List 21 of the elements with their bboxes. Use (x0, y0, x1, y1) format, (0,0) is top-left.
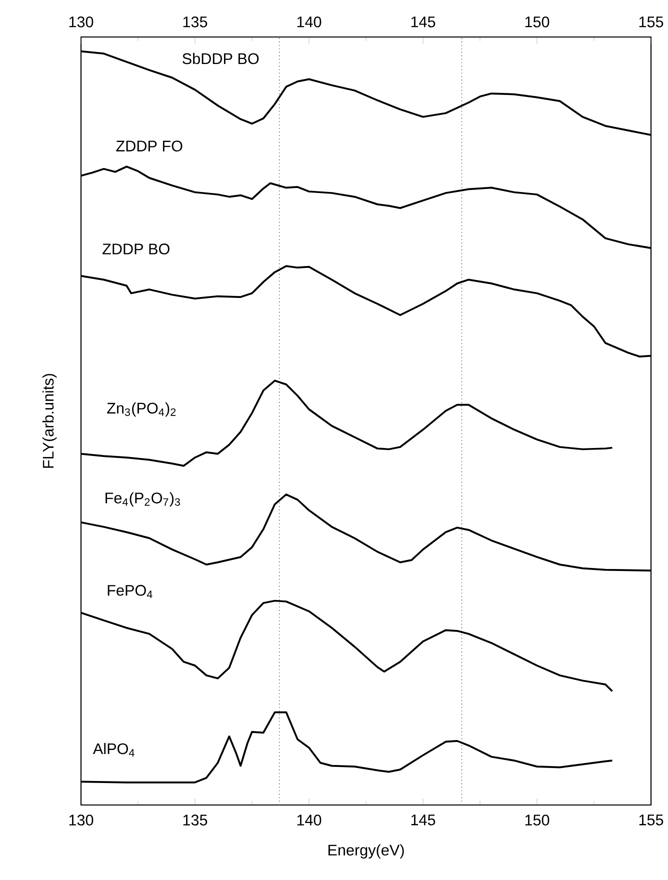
x-tick-label: 145 (411, 814, 436, 826)
series-label: SbDDP BO (182, 52, 259, 64)
y-axis-title: FLY(arb.units) (42, 374, 57, 468)
x2-tick-label: 130 (69, 16, 94, 28)
x2-tick-label: 145 (411, 16, 436, 28)
x-tick-label: 140 (297, 814, 322, 826)
x-tick-label: 130 (69, 814, 94, 826)
x2-tick-label: 150 (525, 16, 550, 28)
x-axis-title: Energy(eV) (328, 844, 404, 859)
x2-tick-label: 135 (183, 16, 208, 28)
series-label: ZDDP FO (116, 140, 182, 152)
x-tick-label: 155 (639, 814, 664, 826)
series-label: FePO$_{4}$ (108, 584, 152, 598)
x-tick-label: 135 (183, 814, 208, 826)
series-label: Fe$_{4}$(P$_{2}$O$_{7}$)$_{3}$ (106, 492, 180, 506)
series-label: AlPO$_{4}$ (92, 742, 134, 756)
x-tick-label: 150 (525, 814, 550, 826)
x2-tick-label: 140 (297, 16, 322, 28)
text: Zn$_{3}$(PO$_{4}$)$_{2}$ (107, 402, 176, 417)
series-label: ZDDP BO (102, 244, 170, 254)
x2-tick-label: 155 (639, 16, 664, 28)
